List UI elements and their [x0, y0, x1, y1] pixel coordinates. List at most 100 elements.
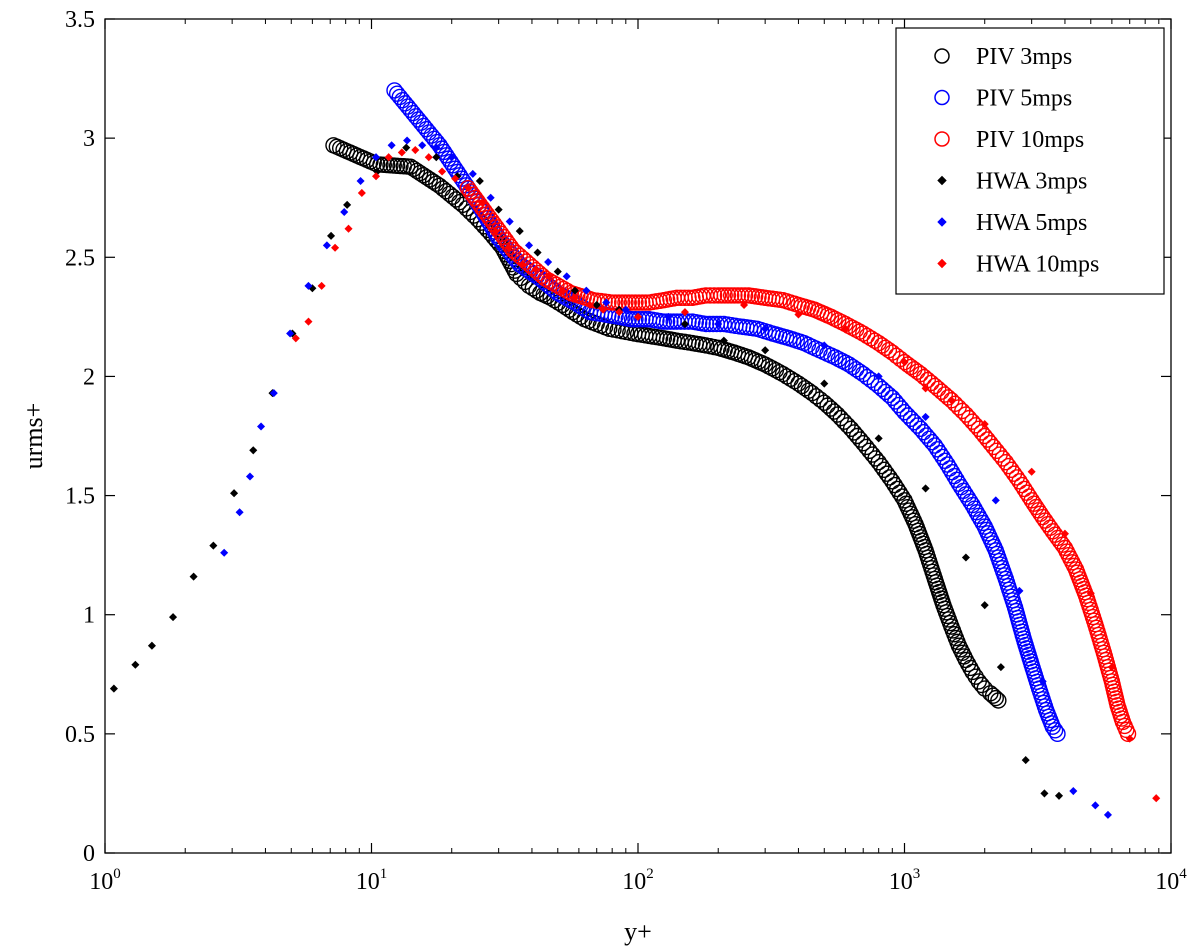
- data-point: [820, 379, 829, 388]
- data-point: [372, 153, 381, 162]
- data-point: [344, 224, 353, 233]
- legend-marker-diamond: [937, 175, 947, 186]
- data-point: [633, 312, 643, 321]
- x-tick-label: 101: [356, 866, 388, 895]
- data-point: [327, 231, 336, 240]
- x-tick-exponent: 1: [380, 866, 388, 882]
- data-point: [991, 496, 1000, 505]
- data-point: [1125, 734, 1134, 743]
- data-point: [1046, 722, 1064, 739]
- data-point: [562, 272, 571, 281]
- data-point: [444, 188, 462, 205]
- data-point: [980, 420, 989, 429]
- data-point: [286, 329, 295, 338]
- data-point: [1069, 787, 1078, 796]
- data-point: [394, 91, 411, 109]
- data-point: [921, 412, 930, 421]
- data-point: [1038, 677, 1047, 686]
- data-point: [404, 104, 422, 122]
- data-point: [1119, 725, 1137, 743]
- data-point: [420, 124, 438, 141]
- data-point: [874, 372, 883, 381]
- series-hwa-5mps: [220, 136, 1112, 819]
- legend-label: HWA 10mps: [976, 252, 1099, 278]
- data-point: [372, 172, 381, 181]
- y-tick-label: 1: [83, 603, 95, 629]
- data-point: [1107, 663, 1116, 672]
- x-tick-exponent: 2: [646, 866, 654, 882]
- data-point: [508, 244, 525, 262]
- data-point: [841, 324, 850, 333]
- data-point: [531, 265, 540, 274]
- data-point: [410, 111, 427, 128]
- data-point: [582, 286, 591, 295]
- data-point: [980, 601, 989, 610]
- data-point: [468, 169, 477, 178]
- data-point: [491, 227, 500, 236]
- legend-item: PIV 10mps: [934, 127, 1084, 153]
- legend-marker-circle: [934, 89, 950, 106]
- data-point: [411, 146, 420, 155]
- data-point: [331, 243, 340, 252]
- data-point: [424, 153, 433, 162]
- data-point: [623, 294, 641, 311]
- series-piv-5mps: [386, 82, 1066, 743]
- data-point: [1086, 589, 1095, 598]
- data-point: [592, 300, 601, 309]
- data-point: [209, 541, 218, 550]
- data-point: [533, 248, 542, 257]
- data-point: [825, 403, 843, 420]
- data-point: [921, 384, 930, 393]
- data-point: [996, 663, 1005, 672]
- y-axis-label: urms+: [19, 403, 48, 470]
- legend-marker-diamond: [937, 217, 947, 227]
- data-point: [131, 660, 140, 669]
- legend-item: HWA 10mps: [937, 252, 1099, 278]
- data-point: [317, 281, 326, 290]
- data-point: [517, 253, 535, 270]
- x-tick-label: 103: [889, 866, 921, 895]
- data-point: [494, 205, 503, 214]
- data-point: [816, 394, 833, 411]
- data-point: [304, 317, 313, 326]
- x-tick-base: 10: [1155, 869, 1179, 895]
- data-point: [418, 141, 427, 150]
- series-piv-10mps: [459, 179, 1137, 743]
- x-tick-base: 10: [356, 869, 380, 895]
- data-point: [874, 434, 883, 443]
- data-point: [257, 422, 266, 431]
- legend: PIV 3mps PIV 5mps PIV 10mps HWA 3mps HWA 5mp…: [895, 27, 1165, 295]
- data-point: [630, 311, 648, 328]
- data-point: [959, 655, 977, 673]
- data-point: [1103, 810, 1112, 819]
- data-point: [807, 388, 825, 405]
- data-point: [486, 193, 495, 202]
- data-point: [947, 396, 956, 405]
- data-point: [803, 384, 821, 402]
- data-point: [387, 141, 396, 150]
- data-point: [602, 298, 611, 307]
- data-point: [504, 243, 514, 252]
- data-point: [478, 198, 487, 207]
- data-point: [447, 153, 456, 162]
- x-tick-base: 10: [89, 869, 113, 895]
- data-point: [1091, 801, 1100, 810]
- data-point: [1021, 756, 1030, 765]
- data-point: [912, 420, 929, 438]
- data-point: [438, 167, 447, 176]
- data-point: [235, 508, 244, 517]
- data-point: [504, 241, 522, 259]
- legend-item: PIV 5mps: [934, 86, 1072, 112]
- y-tick-label: 0: [83, 841, 95, 867]
- data-point: [340, 207, 349, 217]
- data-point: [909, 417, 926, 434]
- data-point: [384, 153, 393, 162]
- legend-marker-circle: [934, 48, 950, 64]
- data-point: [634, 311, 651, 328]
- data-point: [906, 413, 923, 431]
- y-tick-label: 3: [83, 126, 95, 152]
- data-point: [189, 572, 198, 581]
- data-point: [558, 286, 567, 295]
- data-point: [987, 689, 1004, 707]
- data-point: [402, 101, 419, 119]
